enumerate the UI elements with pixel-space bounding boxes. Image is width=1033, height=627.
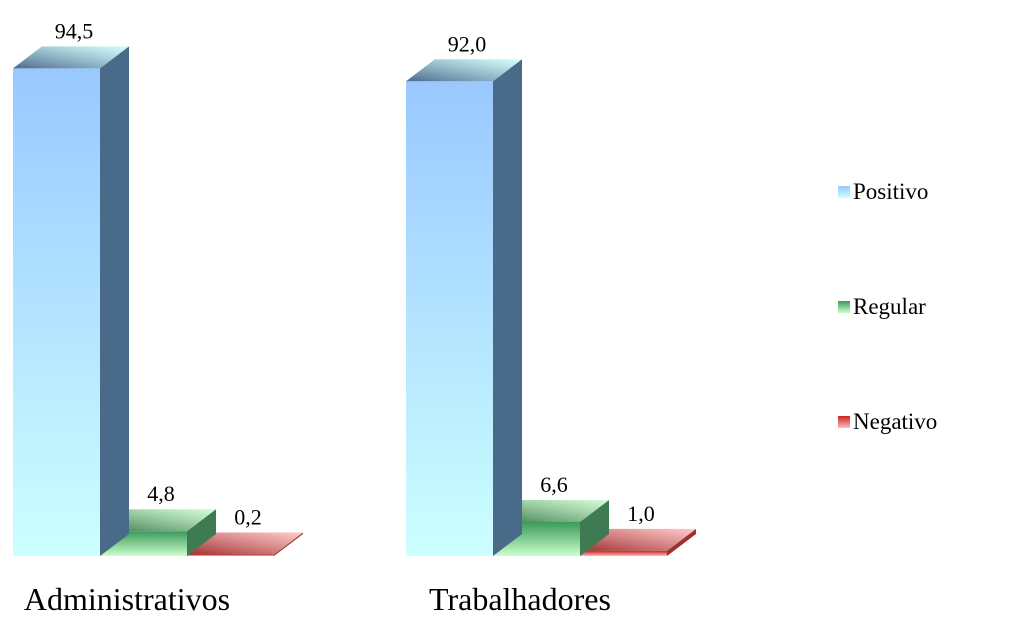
legend-item-negativo: Negativo — [838, 410, 937, 433]
category-label-administrativos: Administrativos — [24, 581, 230, 617]
legend-swatch-negativo — [838, 415, 850, 428]
bars-layer — [13, 46, 696, 556]
legend-swatch-positivo — [838, 185, 850, 198]
bar-trabalhadores-positivo — [406, 59, 522, 556]
bar-front-trabalhadores-positivo — [406, 81, 493, 556]
bar-trabalhadores-negativo — [580, 528, 696, 556]
bar-side-trabalhadores-negativo — [667, 528, 696, 556]
value-label-trabalhadores-positivo: 92,0 — [448, 31, 487, 56]
category-label-trabalhadores: Trabalhadores — [429, 581, 611, 617]
bar-top-administrativos-negativo — [187, 532, 303, 555]
value-labels-layer: 0,2 4,8 94,5 1,0 6,6 92,0 — [55, 18, 655, 529]
legend-item-positivo: Positivo — [838, 180, 928, 203]
legend-label-positivo: Positivo — [853, 179, 929, 204]
legend-label-regular: Regular — [853, 294, 926, 319]
bar-front-administrativos-positivo — [13, 68, 100, 556]
bar-front-trabalhadores-negativo — [580, 550, 667, 556]
bar-side-administrativos-positivo — [100, 46, 129, 556]
bar-top-trabalhadores-positivo — [406, 59, 522, 82]
legend-label-negativo: Negativo — [853, 409, 938, 434]
bar-side-trabalhadores-regular — [580, 499, 609, 556]
value-label-administrativos-negativo: 0,2 — [234, 505, 262, 530]
bar-front-administrativos-negativo — [187, 554, 274, 556]
bar-administrativos-positivo — [13, 46, 129, 556]
legend: Positivo Regular Negativo — [838, 0, 1033, 627]
legend-item-regular: Regular — [838, 295, 926, 318]
value-label-trabalhadores-negativo: 1,0 — [627, 501, 655, 526]
bar-top-administrativos-positivo — [13, 46, 129, 69]
bar-side-trabalhadores-positivo — [493, 59, 522, 556]
value-label-trabalhadores-regular: 6,6 — [540, 472, 568, 497]
bar-side-administrativos-regular — [187, 509, 216, 556]
bar-administrativos-negativo — [187, 532, 303, 556]
bar-side-administrativos-negativo — [274, 532, 303, 556]
value-label-administrativos-positivo: 94,5 — [55, 18, 94, 43]
category-labels-layer: Administrativos Trabalhadores — [24, 581, 611, 617]
bar-top-trabalhadores-negativo — [580, 528, 696, 551]
value-label-administrativos-regular: 4,8 — [147, 481, 175, 506]
legend-swatch-regular — [838, 300, 850, 313]
